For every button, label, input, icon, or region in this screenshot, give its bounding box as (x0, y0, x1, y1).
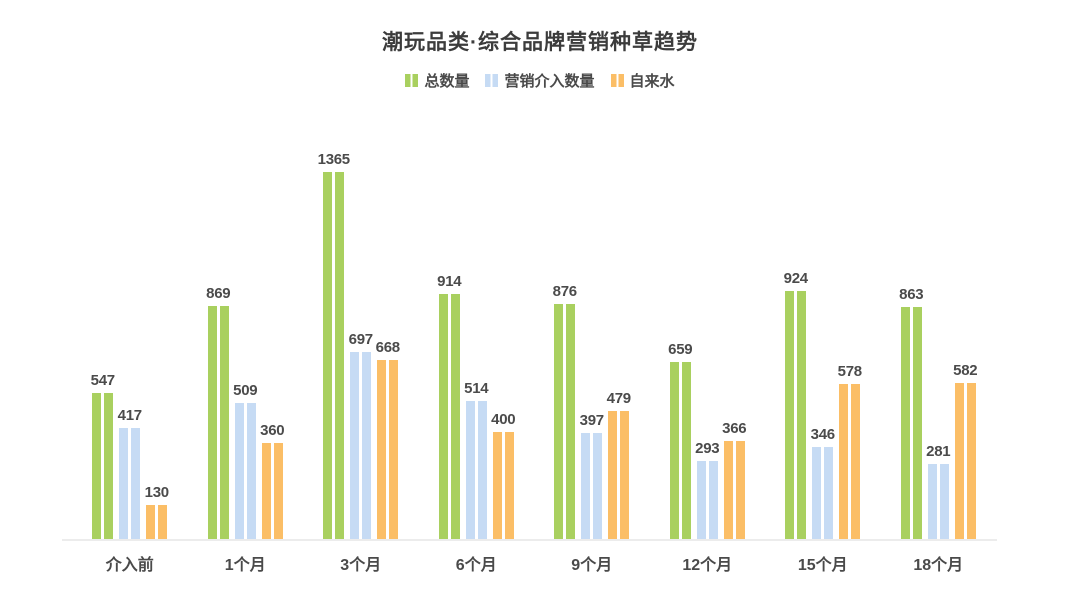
bar-value-label: 924 (783, 269, 808, 287)
legend-swatch-organic-icon (610, 74, 624, 87)
bar-marketing: 417 (118, 407, 142, 540)
x-axis-label: 1个月 (224, 557, 266, 574)
bar-total: 914 (437, 273, 462, 540)
bar-marketing: 697 (349, 331, 373, 540)
bar-organic: 366 (722, 420, 747, 540)
bar-group: 659 293 366 (650, 172, 766, 540)
bar-marketing: 346 (811, 426, 835, 540)
bar-value-label: 417 (117, 406, 142, 424)
bar-marketing: 293 (695, 440, 720, 540)
bar-value-label: 509 (233, 381, 258, 399)
bar-value-label: 1365 (317, 151, 350, 168)
legend-item-marketing: 营销介入数量 (485, 70, 595, 91)
x-axis-label: 18个月 (913, 557, 964, 574)
bar-organic: 668 (376, 339, 400, 540)
bar-value-label: 869 (206, 284, 231, 302)
x-axis-label: 9个月 (571, 557, 613, 574)
bar-total: 924 (784, 270, 808, 540)
bar-marketing: 509 (233, 382, 258, 540)
bar-group: 924 346 578 (765, 172, 881, 540)
bar-value-label: 366 (722, 420, 747, 438)
bar-total: 876 (553, 283, 577, 540)
legend-item-total: 总数量 (405, 70, 469, 91)
bar-organic: 360 (260, 422, 285, 540)
bar-value-label: 668 (375, 338, 400, 356)
bar-value-label: 346 (810, 425, 835, 443)
bar-value-label: 547 (90, 371, 115, 389)
bar-value-label: 293 (695, 440, 720, 457)
bar-total: 863 (899, 286, 924, 540)
chart-title: 潮玩品类·综合品牌营销种草趋势 (382, 31, 698, 54)
bar-marketing: 397 (580, 412, 604, 540)
bar-total: 659 (668, 341, 693, 540)
bar-group: 914 514 400 (419, 172, 535, 540)
bar-value-label: 914 (437, 272, 462, 290)
x-axis-label: 3个月 (340, 557, 382, 574)
bar-value-label: 578 (837, 363, 862, 381)
bar-group: 876 397 479 (534, 172, 650, 540)
x-axis-labels: 介入前 1个月 3个月 6个月 9个月 12个月 15个月 18个月 (72, 551, 996, 575)
bar-organic: 130 (145, 484, 169, 540)
bar-marketing: 281 (926, 443, 951, 540)
bar-organic: 400 (491, 411, 516, 540)
bar-group: 547 417 130 (72, 172, 188, 540)
bar-group: 1365 697 668 (303, 151, 419, 540)
bar-value-label: 659 (668, 341, 693, 359)
bar-total: 1365 (318, 151, 350, 540)
bar-organic: 578 (838, 363, 862, 540)
bar-value-label: 400 (491, 411, 516, 429)
legend-swatch-marketing-icon (485, 74, 499, 87)
legend-item-organic: 自来水 (610, 70, 675, 91)
bar-value-label: 360 (260, 421, 285, 439)
bar-total: 547 (91, 372, 115, 540)
bar-value-label: 863 (899, 286, 924, 304)
bar-value-label: 514 (464, 380, 489, 398)
x-axis-line (62, 539, 997, 541)
bar-value-label: 876 (552, 282, 577, 300)
bar-organic: 479 (607, 390, 631, 540)
bar-total: 869 (206, 285, 231, 540)
bar-value-label: 281 (926, 443, 951, 461)
bar-organic: 582 (953, 362, 978, 540)
x-axis-label: 12个月 (682, 557, 733, 574)
bar-marketing: 514 (464, 380, 489, 540)
bar-value-label: 697 (348, 331, 373, 349)
legend-swatch-total-icon (405, 74, 419, 87)
bar-value-label: 582 (953, 362, 978, 380)
bar-group: 869 509 360 (188, 172, 304, 540)
bar-value-label: 479 (606, 389, 631, 407)
bar-group: 863 281 582 (881, 172, 997, 540)
chart-legend: 总数量 营销介入数量 自来水 (0, 70, 1080, 91)
legend-label-organic: 自来水 (629, 73, 675, 90)
bar-value-label: 130 (144, 484, 169, 501)
legend-label-total: 总数量 (424, 73, 470, 90)
bar-value-label: 397 (579, 412, 604, 429)
chart-plot: 547 417 130 869 509 360 1365 697 668 914 514 400 876… (72, 151, 997, 540)
x-axis-label: 15个月 (797, 557, 848, 574)
x-axis-label: 介入前 (105, 557, 154, 574)
x-axis-label: 6个月 (455, 557, 497, 574)
legend-label-marketing: 营销介入数量 (504, 73, 595, 90)
